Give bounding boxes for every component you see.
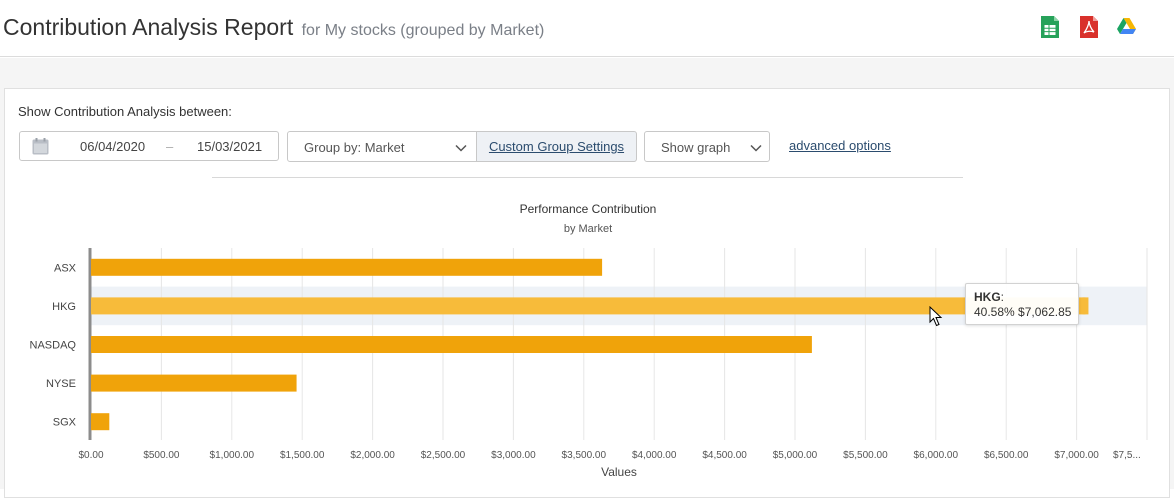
x-tick-label: $3,500.00	[562, 450, 607, 461]
tooltip-colon: :	[1000, 290, 1005, 304]
x-tick-label: $4,000.00	[632, 450, 677, 461]
chevron-down-icon	[455, 144, 467, 152]
date-to-input[interactable]: 15/03/2021	[197, 139, 263, 154]
x-tick-label: $0.00	[78, 450, 103, 461]
x-tick-label: $500.00	[143, 450, 180, 461]
advanced-options-link[interactable]: advanced options	[789, 138, 891, 153]
x-tick-label: $1,000.00	[210, 450, 255, 461]
x-tick-label: $6,500.00	[984, 450, 1029, 461]
performance-contribution-chart: ASX HKG NASDAQ NYSE SGX $0.00 $500.00 $1,000.00…	[30, 202, 1148, 479]
date-from-input[interactable]: 06/04/2020	[80, 139, 146, 154]
page-title-text: Contribution Analysis Report	[3, 14, 294, 40]
x-tick-label: $7,000.00	[1054, 450, 1099, 461]
x-tick-label: $4,500.00	[702, 450, 747, 461]
group-by-value: Group by: Market	[304, 140, 405, 155]
page-subtitle: for My stocks (grouped by Market)	[301, 22, 545, 39]
x-tick-label: $5,500.00	[843, 450, 888, 461]
x-tick-label: $2,500.00	[421, 450, 466, 461]
chart-subtitle: by Market	[564, 223, 612, 235]
date-range-picker[interactable]: 06/04/2020 – 15/03/2021	[19, 131, 279, 161]
chart-title: Performance Contribution	[520, 202, 657, 216]
category-label: ASX	[54, 262, 77, 274]
custom-group-settings-label: Custom Group Settings	[488, 139, 625, 154]
page-title: Contribution Analysis Report for My stoc…	[3, 14, 544, 41]
divider	[212, 177, 963, 178]
bar	[91, 258, 603, 276]
x-axis-title: Values	[601, 465, 637, 479]
x-tick-label: $7,5...	[1113, 450, 1141, 461]
show-graph-select[interactable]: Show graph	[644, 131, 770, 162]
pdf-icon[interactable]	[1079, 15, 1099, 39]
date-range-label: Show Contribution Analysis between:	[18, 104, 232, 119]
category-label: NYSE	[46, 378, 76, 390]
x-tick-label: $6,000.00	[914, 450, 959, 461]
category-label: NASDAQ	[30, 340, 77, 352]
x-tick-label: $1,500.00	[280, 450, 325, 461]
report-header: Contribution Analysis Report for My stoc…	[0, 0, 1174, 57]
x-tick-label: $2,000.00	[350, 450, 395, 461]
tooltip-value: 40.58% $7,062.85	[974, 305, 1072, 319]
category-label: SGX	[53, 417, 77, 429]
group-by-select[interactable]: Group by: Market	[287, 131, 477, 162]
mouse-cursor-icon	[929, 306, 943, 327]
chevron-down-icon	[750, 144, 762, 152]
google-drive-icon[interactable]	[1117, 18, 1136, 35]
bar	[91, 297, 1086, 315]
chart-tooltip: HKG: 40.58% $7,062.85	[965, 283, 1079, 325]
bar	[91, 413, 110, 431]
calendar-icon[interactable]	[32, 138, 49, 155]
date-separator: –	[166, 139, 174, 154]
spreadsheet-icon[interactable]	[1040, 15, 1060, 39]
tooltip-market: HKG	[974, 290, 1001, 304]
bar	[91, 374, 297, 392]
x-tick-label: $5,000.00	[773, 450, 818, 461]
x-tick-label: $3,000.00	[491, 450, 536, 461]
bar	[91, 336, 812, 353]
show-graph-value: Show graph	[661, 140, 731, 155]
bar-end-marker	[1082, 297, 1089, 315]
custom-group-settings-button[interactable]: Custom Group Settings	[476, 131, 637, 162]
category-label: HKG	[52, 301, 76, 313]
